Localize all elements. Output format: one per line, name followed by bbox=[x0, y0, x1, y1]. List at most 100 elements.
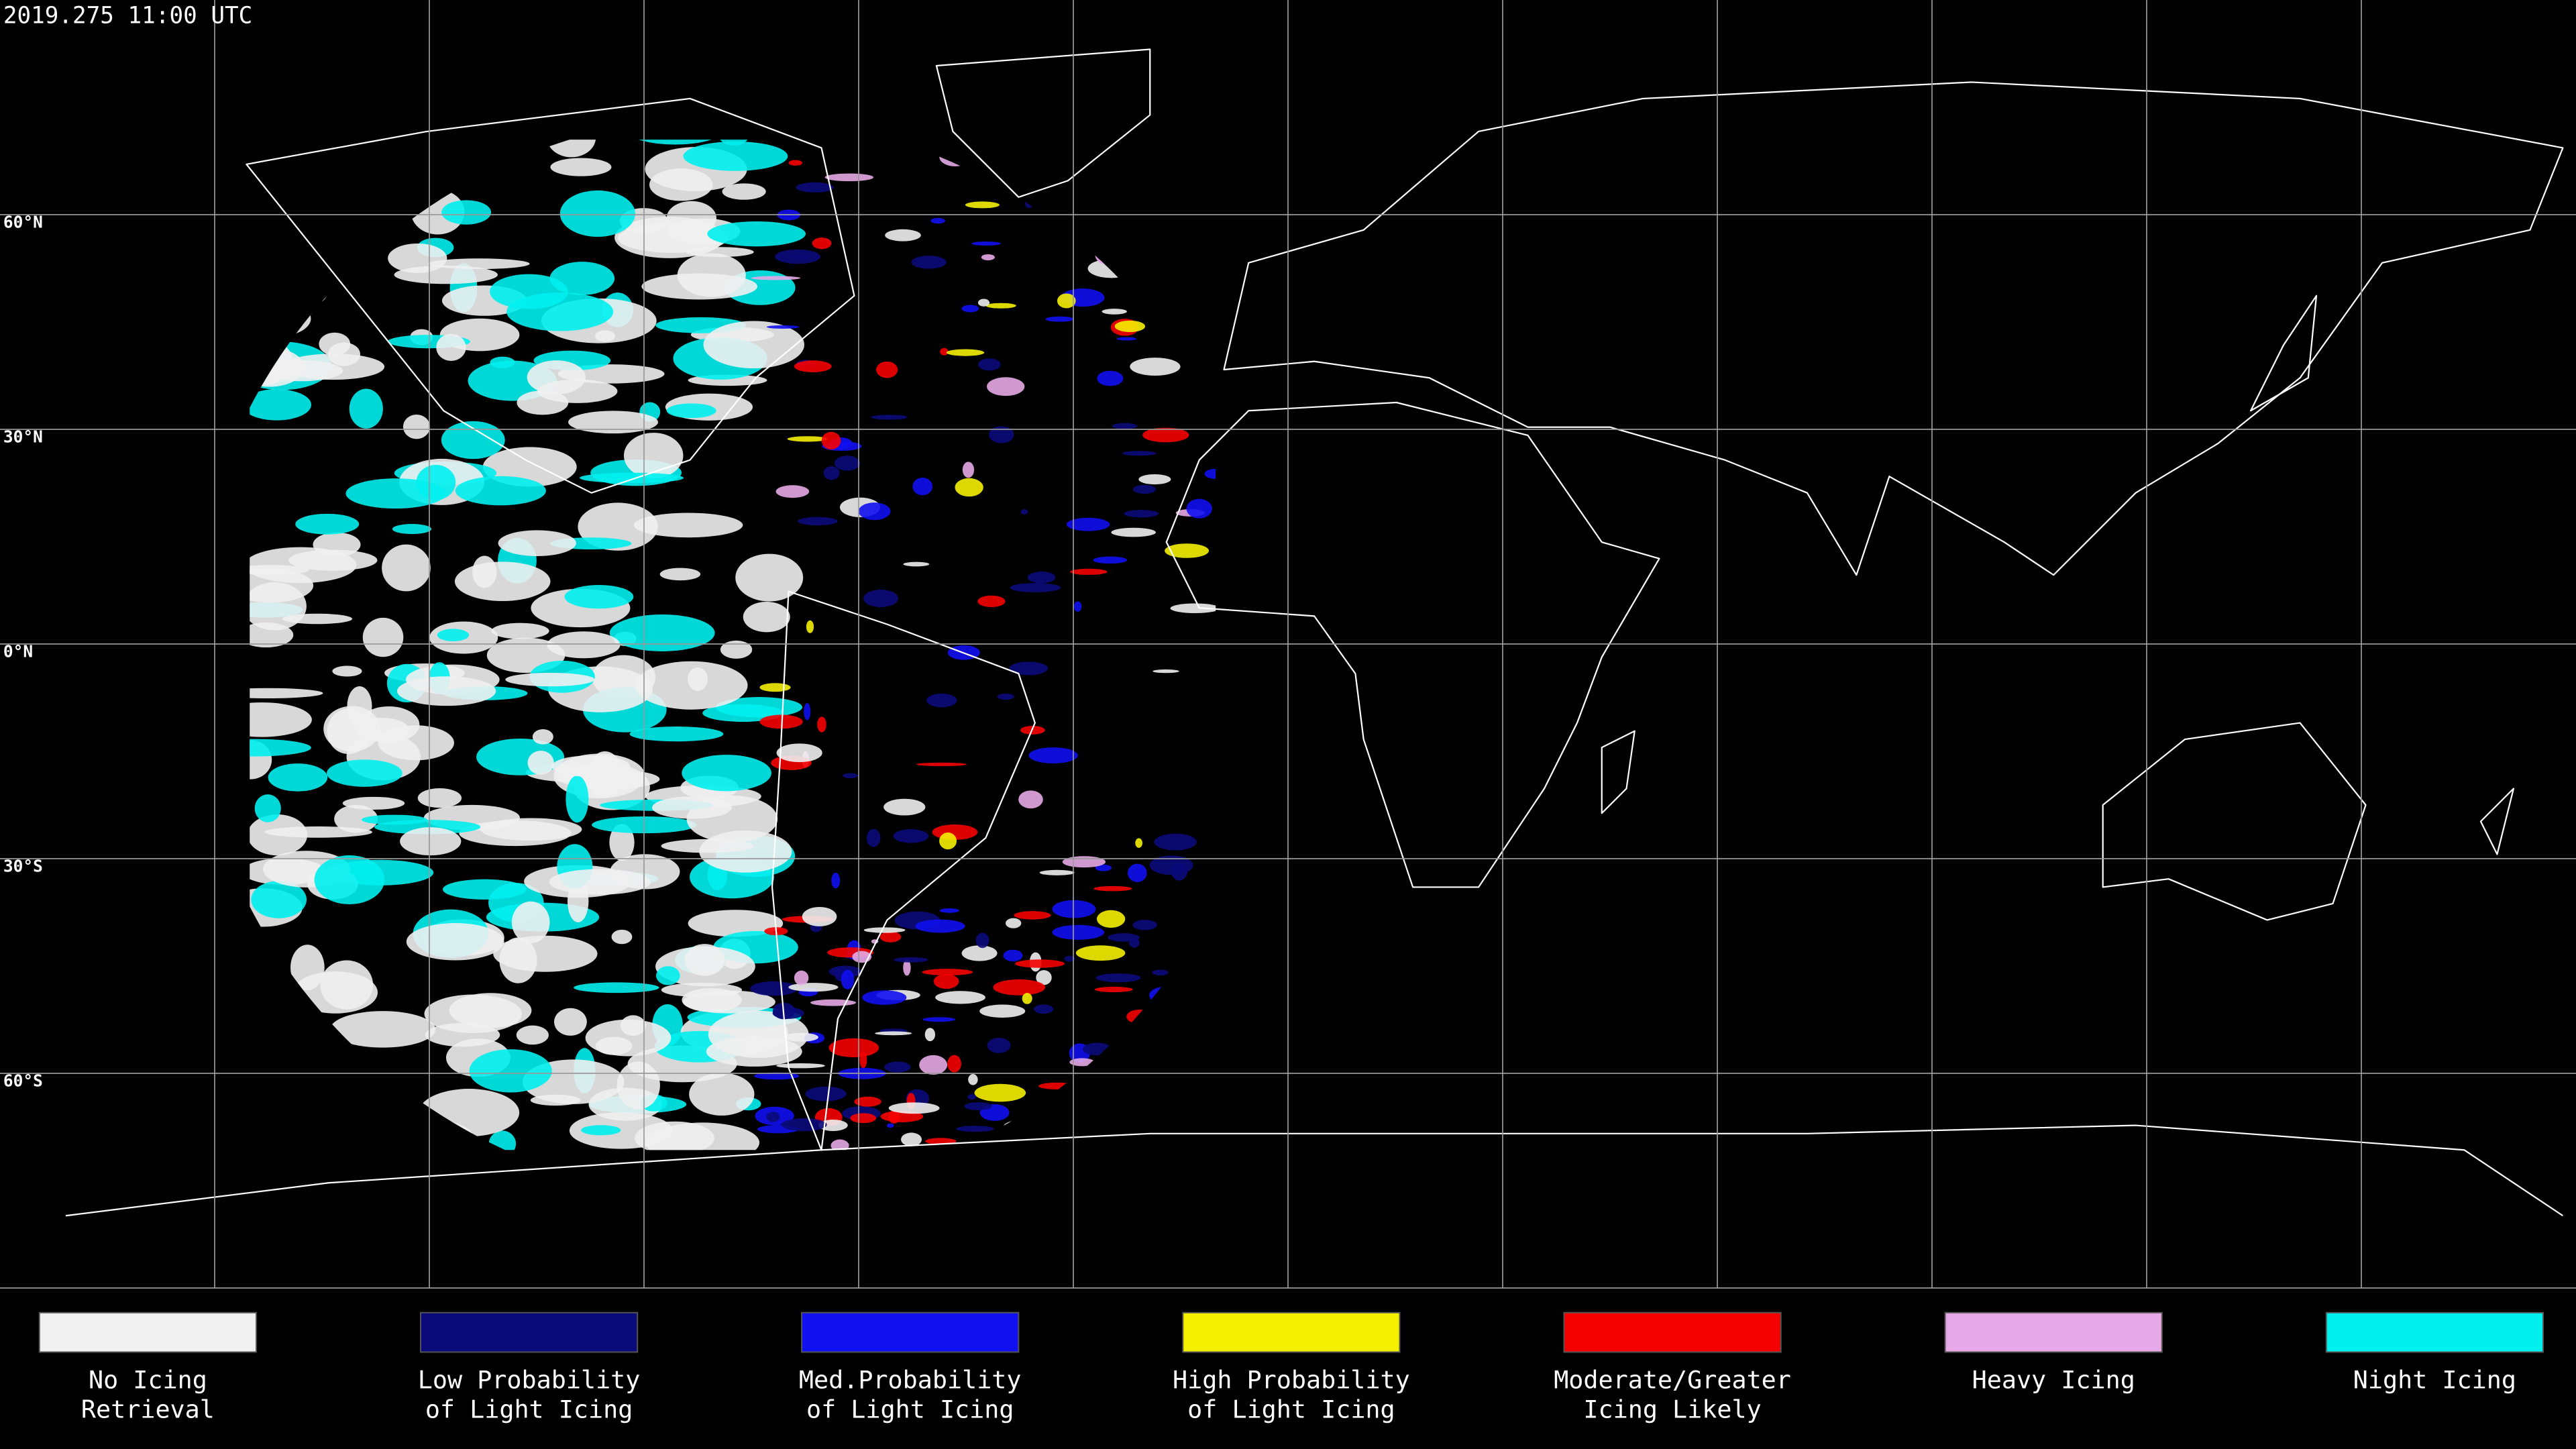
icing-patch bbox=[989, 426, 1014, 443]
cloud-patch bbox=[499, 937, 537, 983]
icing-patch bbox=[858, 502, 891, 521]
icing-patch bbox=[1132, 484, 1157, 494]
map-title: 2019.275 11:00 UTC bbox=[3, 2, 252, 29]
cloud-patch bbox=[677, 253, 746, 297]
icing-patch bbox=[1102, 309, 1127, 315]
icing-patch bbox=[940, 347, 949, 356]
icing-patch bbox=[1170, 603, 1216, 614]
latitude-label: 0°N bbox=[3, 642, 33, 661]
cloud-patch bbox=[480, 818, 582, 841]
icing-patch bbox=[1014, 911, 1051, 920]
icing-patch bbox=[965, 201, 1000, 209]
icing-patch bbox=[1096, 910, 1126, 928]
cloud-patch bbox=[581, 1125, 621, 1136]
coastlines bbox=[65, 48, 2564, 1217]
cloud-patch bbox=[580, 472, 684, 484]
cloud-patch bbox=[282, 354, 385, 380]
icing-patch bbox=[843, 773, 859, 779]
cloud-patch bbox=[683, 141, 788, 171]
latitude-label: 60°S bbox=[3, 1071, 43, 1091]
icing-patch bbox=[1154, 833, 1197, 851]
cloud-patch bbox=[689, 1073, 755, 1116]
legend-label: Night Icing bbox=[2353, 1365, 2516, 1394]
cloud-patch bbox=[406, 923, 504, 961]
cloud-patch bbox=[362, 617, 404, 657]
coastline bbox=[1165, 401, 1660, 888]
icing-patch bbox=[798, 517, 838, 526]
cloud-patch bbox=[505, 672, 595, 687]
cloud-patch bbox=[323, 706, 380, 752]
icing-patch bbox=[1075, 945, 1126, 961]
legend-swatch bbox=[1182, 1311, 1401, 1353]
icing-patch bbox=[776, 743, 822, 763]
cloud-patch bbox=[547, 140, 596, 158]
cloud-patch bbox=[564, 585, 634, 609]
icing-patch bbox=[804, 702, 811, 720]
legend-swatch bbox=[1944, 1311, 2163, 1353]
icing-patch bbox=[1132, 920, 1158, 930]
icing-patch bbox=[766, 325, 800, 329]
icing-patch bbox=[1027, 572, 1056, 584]
icing-patch bbox=[955, 478, 983, 497]
icing-patch bbox=[893, 829, 929, 843]
cloud-patch bbox=[491, 623, 549, 639]
icing-patch bbox=[919, 1055, 948, 1075]
cloud-patch bbox=[345, 478, 445, 509]
icing-patch bbox=[979, 1004, 1026, 1018]
legend-label: Low Probability bbox=[418, 1365, 641, 1394]
cloud-patch bbox=[611, 929, 633, 945]
icing-patch bbox=[775, 249, 820, 264]
cloud-patch bbox=[330, 1011, 436, 1048]
cloud-patch bbox=[684, 944, 725, 976]
icing-patch bbox=[977, 595, 1006, 608]
legend-swatch bbox=[38, 1311, 258, 1353]
cloud-patch bbox=[314, 855, 385, 904]
icing-patch bbox=[1149, 855, 1193, 875]
icing-patch bbox=[987, 377, 1025, 396]
cloud-patch bbox=[442, 879, 527, 900]
icing-patch bbox=[1127, 863, 1147, 882]
icing-patch bbox=[802, 906, 837, 926]
legend-swatch bbox=[1563, 1311, 1782, 1353]
icing-patch bbox=[787, 436, 828, 442]
icing-patch bbox=[1095, 864, 1112, 871]
icing-patch bbox=[875, 1031, 912, 1036]
cloud-patch bbox=[633, 513, 743, 538]
icing-patch bbox=[824, 173, 874, 182]
icing-patch bbox=[884, 1061, 911, 1073]
cloud-patch bbox=[516, 1025, 549, 1045]
cloud-patch bbox=[396, 676, 496, 706]
legend-label: of Light Icing bbox=[425, 1395, 633, 1424]
coastline bbox=[1223, 81, 2564, 576]
cloud-patch bbox=[326, 759, 402, 787]
icing-patch bbox=[939, 833, 957, 850]
cloud-patch bbox=[517, 390, 569, 415]
cloud-patch bbox=[488, 1130, 517, 1150]
cloud-patch bbox=[610, 854, 680, 890]
icing-patch bbox=[1135, 838, 1143, 848]
icing-patch bbox=[933, 973, 959, 989]
cloud-patch bbox=[441, 200, 492, 225]
cloud-patch bbox=[553, 1008, 587, 1036]
icing-patch bbox=[1052, 924, 1105, 940]
icing-patch bbox=[781, 1118, 827, 1132]
cloud-patch bbox=[334, 804, 378, 833]
icing-patch bbox=[1005, 918, 1022, 928]
cloud-patch bbox=[574, 982, 659, 994]
cloud-patch bbox=[320, 960, 374, 1010]
cloud-patch bbox=[585, 1019, 672, 1057]
legend-swatch bbox=[2325, 1311, 2544, 1353]
cloud-patch bbox=[609, 824, 635, 861]
coastline bbox=[771, 590, 1036, 1151]
icing-patch bbox=[794, 970, 809, 985]
cloud-patch bbox=[250, 582, 307, 631]
icing-patch bbox=[978, 358, 1001, 371]
icing-patch bbox=[1057, 293, 1076, 309]
cloud-patch bbox=[666, 403, 716, 419]
cloud-patch bbox=[595, 330, 616, 342]
icing-retrieval-disk bbox=[250, 140, 1216, 1150]
icing-patch bbox=[788, 983, 839, 992]
icing-patch bbox=[967, 1093, 977, 1100]
icing-patch bbox=[766, 1112, 780, 1122]
